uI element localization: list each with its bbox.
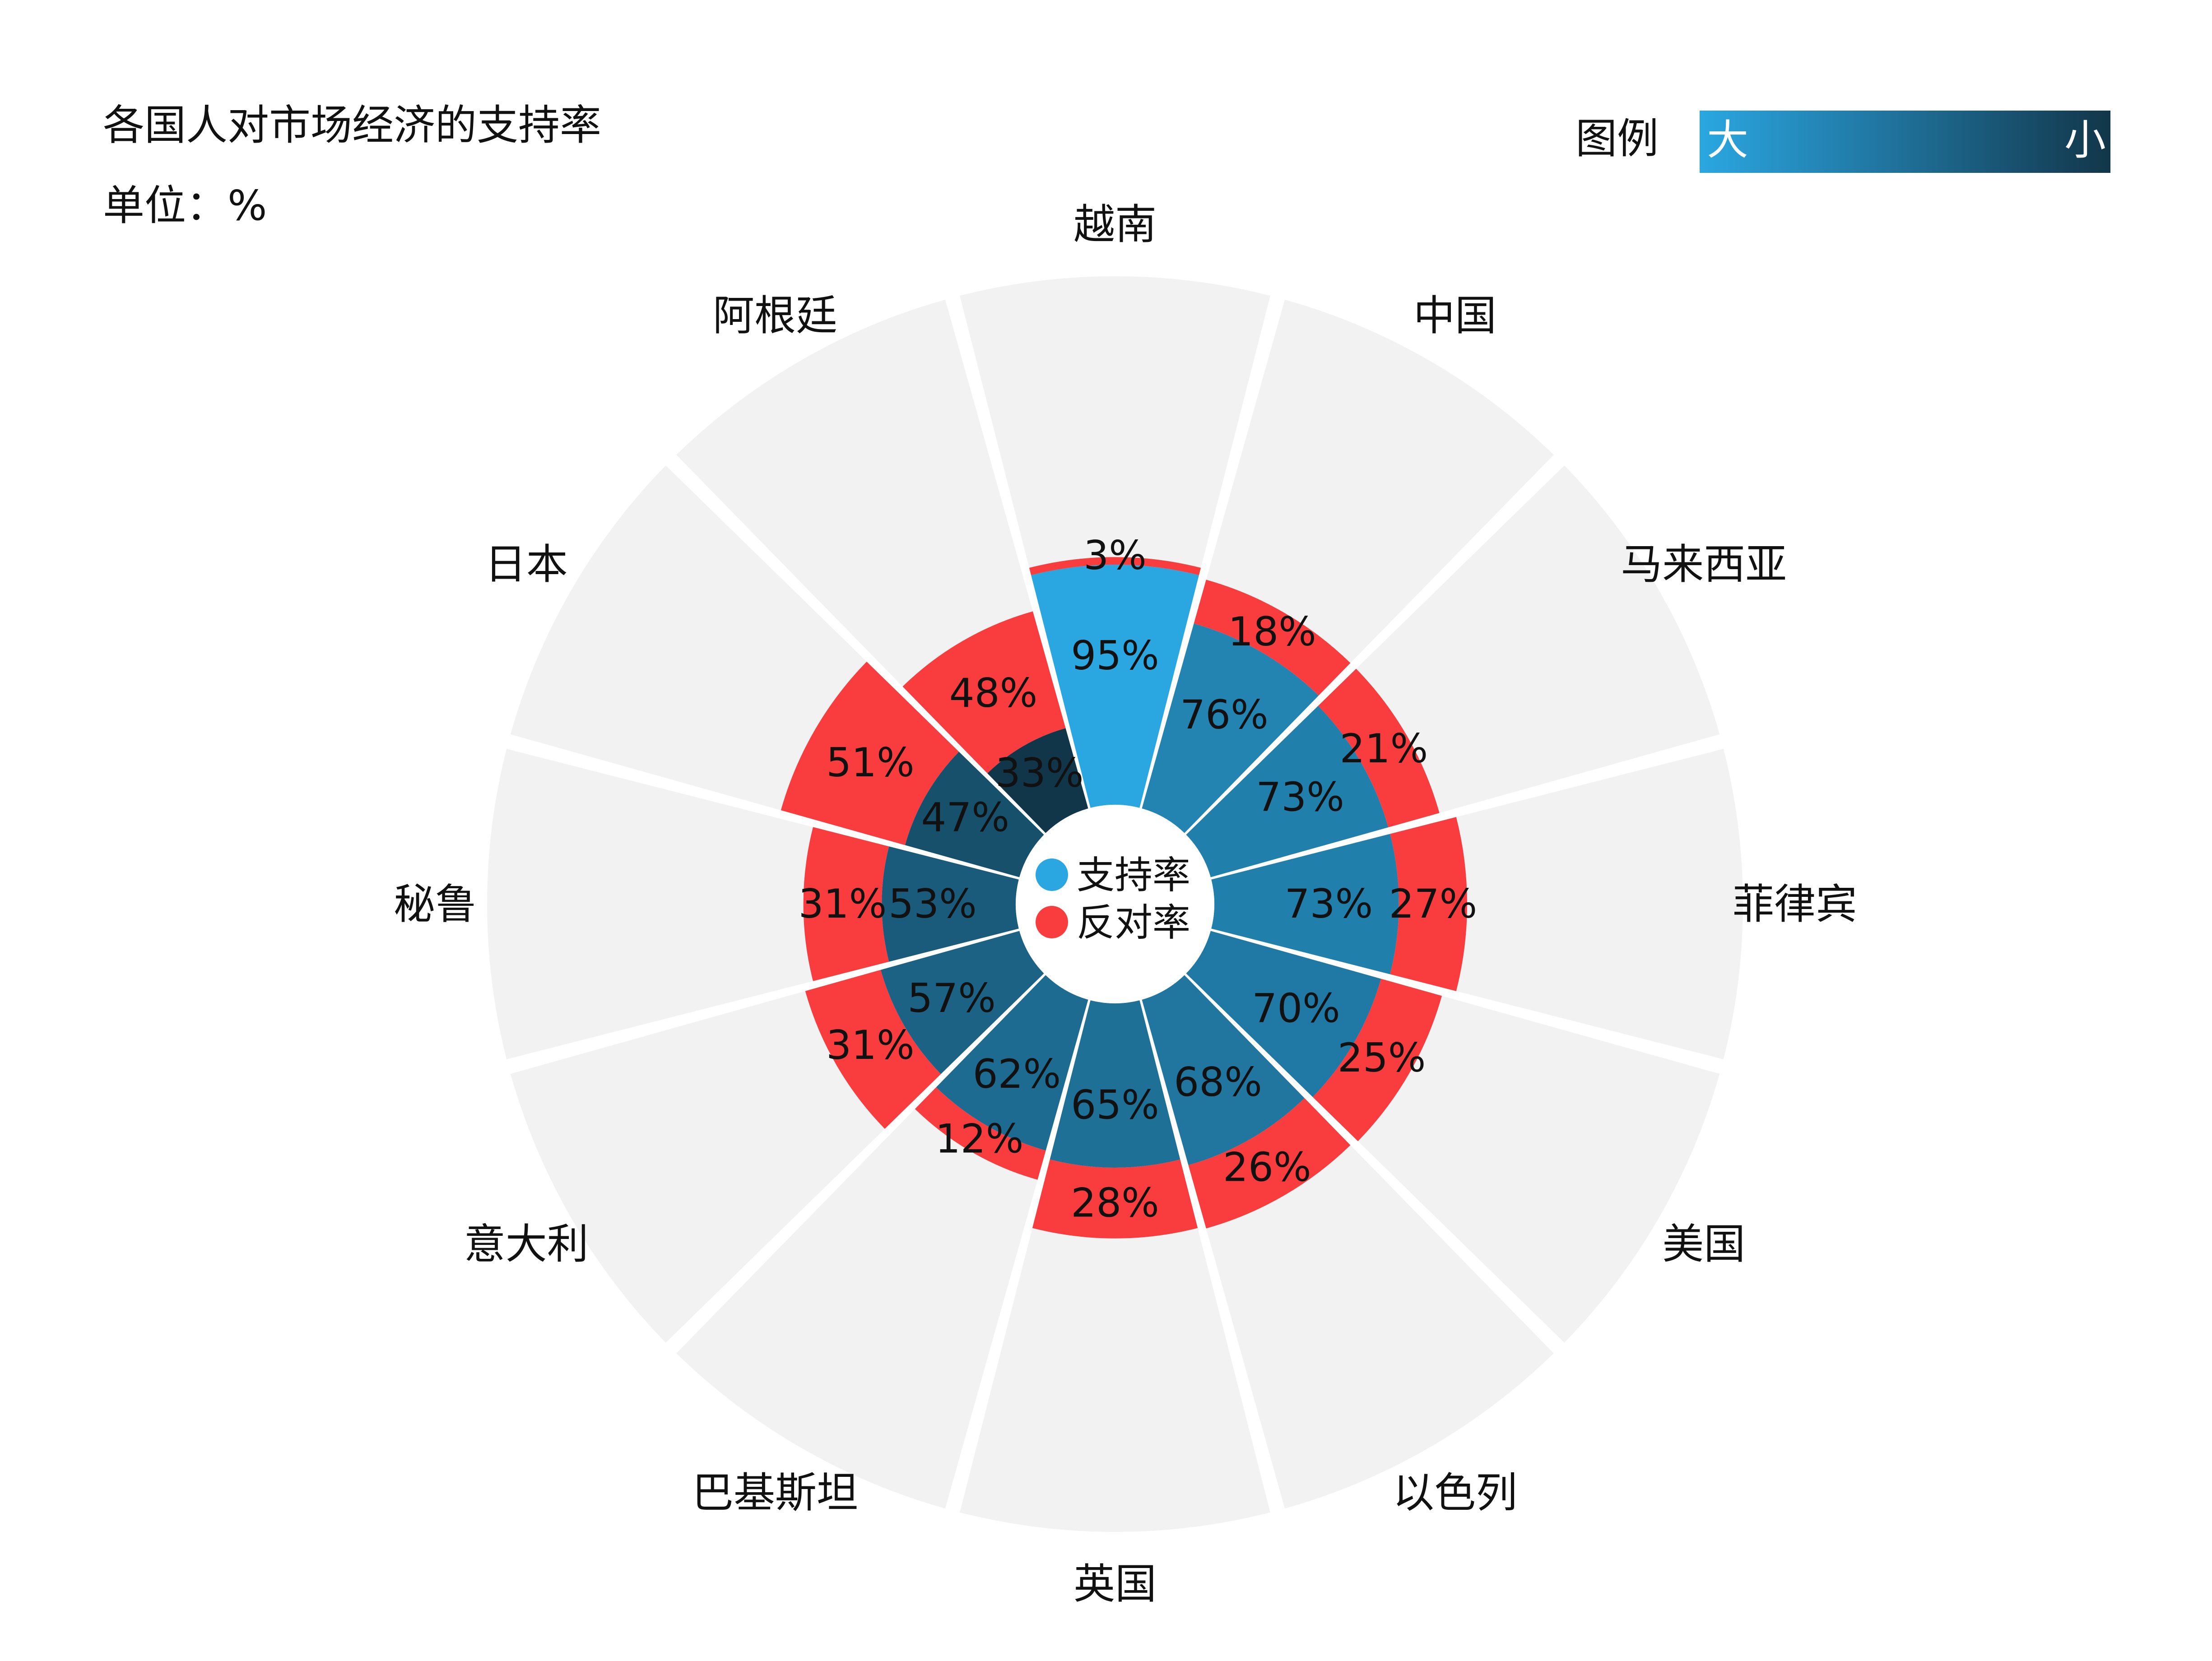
oppose-segment [1318, 668, 1440, 827]
support-segment [987, 728, 1088, 833]
background-band [960, 1000, 1270, 1532]
center-legend: 支持率 反对率 [1016, 805, 1214, 1003]
support-value-label: 76% [1180, 691, 1269, 738]
support-value-label: 95% [1071, 632, 1159, 679]
support-segment [1142, 623, 1319, 833]
category-label-cat-0: 越南 [1073, 200, 1157, 249]
legend-end-label: 小 [2064, 116, 2106, 164]
support-segment [1186, 705, 1389, 877]
oppose-legend-label: 反对率 [1077, 900, 1190, 945]
support-segment [882, 846, 1019, 962]
chart-unit: 单位：% [103, 181, 267, 230]
category-label-cat-6: 英国 [1073, 1560, 1157, 1608]
support-segment [880, 931, 1044, 1074]
legend-gradient-bar: 大 小 [1700, 111, 2110, 173]
oppose-value-label: 18% [1228, 608, 1316, 655]
oppose-segment [1312, 979, 1442, 1141]
background-band [1211, 749, 1743, 1059]
oppose-value-label: 3% [1083, 532, 1147, 579]
oppose-segment [915, 1087, 1046, 1180]
support-legend-dot [1036, 858, 1068, 891]
oppose-segment [902, 611, 1066, 774]
support-value-label: 57% [907, 975, 996, 1021]
oppose-segment [781, 661, 959, 845]
oppose-value-label: 27% [1389, 881, 1478, 927]
value-labels: 95%3%76%18%73%21%73% 27%70%25%68%26%65%28… [799, 532, 1478, 1226]
background-band [960, 276, 1270, 808]
category-label-cat-9: 秘鲁 [394, 880, 477, 928]
oppose-value-label: 26% [1223, 1144, 1311, 1190]
background-band [487, 749, 1019, 1059]
category-label-cat-10: 日本 [485, 540, 568, 589]
oppose-value-label: 25% [1338, 1035, 1426, 1081]
chart-title: 各国人对市场经济的支持率 [103, 101, 602, 149]
support-value-label: 70% [1252, 985, 1340, 1032]
oppose-segment [1194, 580, 1351, 696]
support-value-label: 33% [995, 750, 1084, 796]
category-label-cat-11: 阿根廷 [713, 292, 837, 340]
center-circle [1016, 805, 1214, 1003]
oppose-legend-dot [1036, 906, 1068, 938]
oppose-segment [1032, 1159, 1198, 1239]
support-segment [936, 975, 1088, 1151]
support-value-label: 62% [973, 1051, 1061, 1097]
category-label-cat-5: 以色列 [1393, 1469, 1517, 1517]
support-value-label: 53% [888, 881, 977, 927]
legend-start-label: 大 [1707, 116, 1749, 164]
chart-segments [781, 557, 1467, 1239]
support-legend-label: 支持率 [1077, 853, 1190, 897]
support-segment [1050, 1000, 1180, 1168]
legend-label: 图例 [1575, 115, 1659, 163]
support-value-label: 68% [1174, 1059, 1262, 1105]
oppose-value-label: 31% [826, 1022, 915, 1068]
category-label-cat-1: 中国 [1413, 292, 1496, 340]
oppose-segment [803, 827, 889, 981]
support-value-label: 65% [1071, 1082, 1159, 1128]
oppose-segment [1188, 1098, 1351, 1229]
category-label-cat-7: 巴基斯坦 [692, 1469, 858, 1517]
oppose-value-label: 28% [1071, 1179, 1159, 1226]
support-segment [1142, 975, 1305, 1165]
support-segment [1211, 834, 1399, 974]
support-segment [1031, 565, 1199, 808]
oppose-segment [805, 970, 941, 1129]
oppose-value-label: 48% [949, 670, 1038, 716]
support-segment [905, 752, 1044, 877]
support-value-label: 73% [1285, 881, 1373, 927]
support-value-label: 73% [1256, 774, 1344, 820]
oppose-segment [1029, 557, 1201, 575]
oppose-value-label: 51% [826, 739, 915, 786]
category-label-cat-2: 马来西亚 [1621, 540, 1787, 589]
oppose-value-label: 12% [935, 1115, 1024, 1162]
oppose-value-label: 21% [1340, 725, 1428, 772]
category-label-cat-3: 菲律宾 [1733, 880, 1857, 928]
category-label-cat-8: 意大利 [464, 1220, 589, 1268]
oppose-segment [1390, 817, 1467, 991]
oppose-value-label: 31% [799, 881, 887, 927]
support-segment [1186, 931, 1381, 1097]
support-value-label: 47% [921, 794, 1009, 840]
category-label-cat-4: 美国 [1662, 1220, 1745, 1268]
